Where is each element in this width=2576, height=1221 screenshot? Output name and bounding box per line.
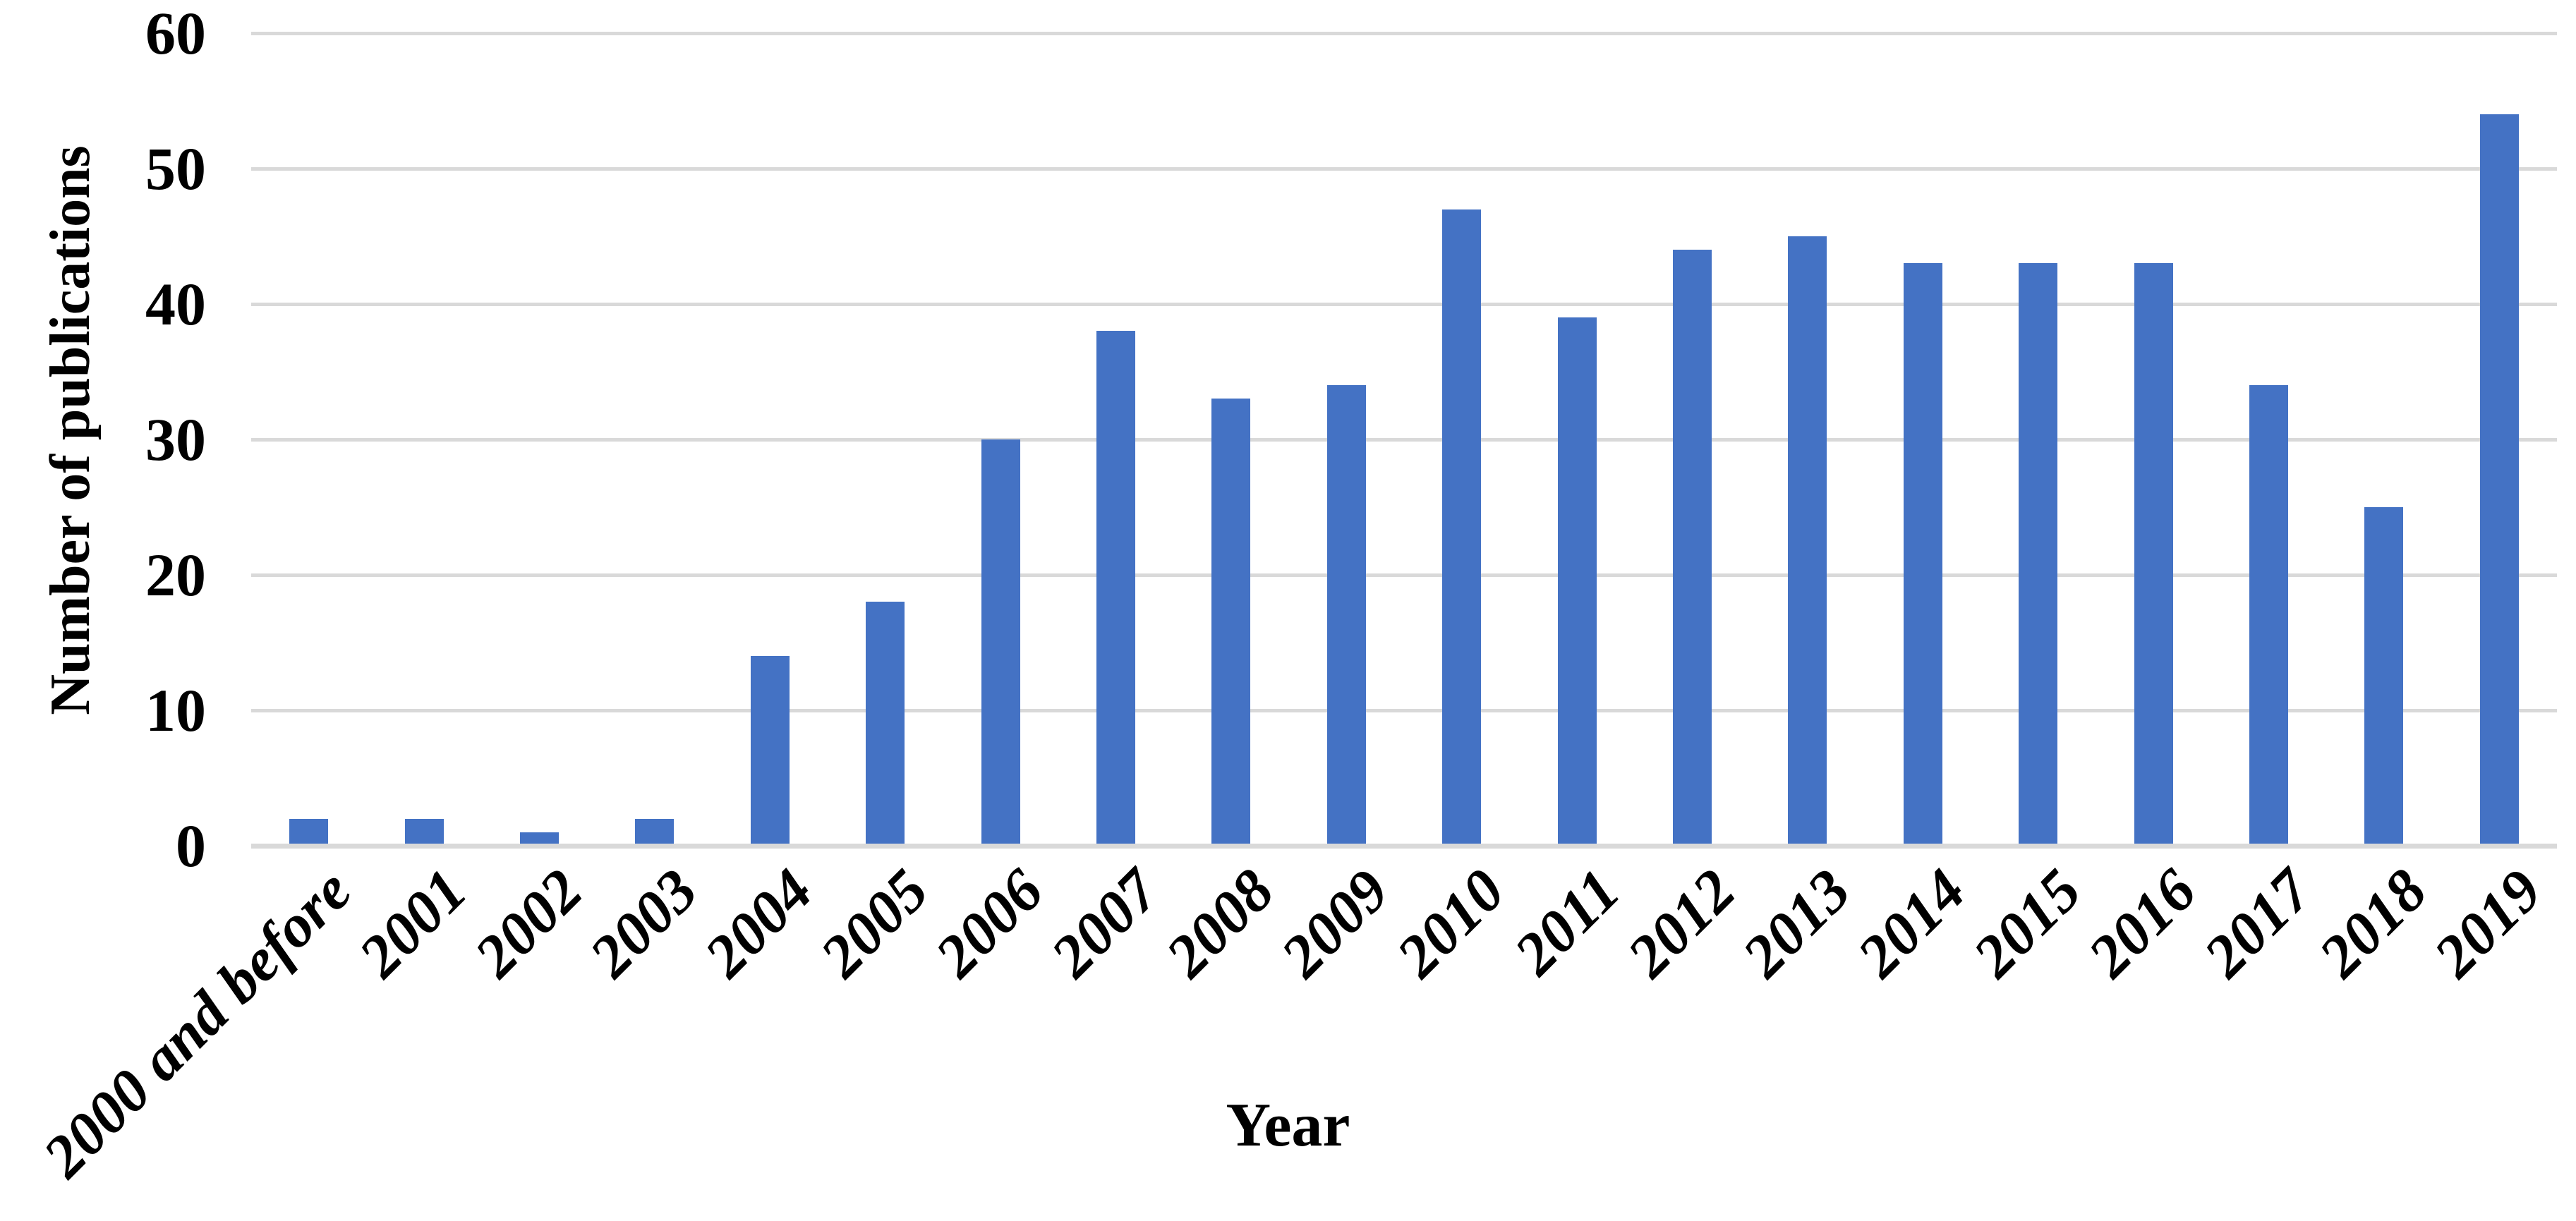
bar-2019: [2479, 114, 2519, 846]
bar-2010: [1442, 209, 1482, 846]
x-axis-line: [251, 844, 2557, 849]
bar-2006: [981, 439, 1020, 846]
x-tick-label-2002: 2002: [461, 856, 595, 990]
x-tick-label-2015: 2015: [1959, 856, 2094, 990]
bar-2004: [750, 656, 790, 846]
bar-2018: [2364, 507, 2404, 846]
bar-2015: [2019, 263, 2058, 846]
bar-2016: [2134, 263, 2173, 846]
bar-2005: [866, 602, 905, 846]
bar-2017: [2249, 385, 2288, 846]
x-tick-label-2001: 2001: [346, 856, 480, 990]
y-tick-label-10: 10: [145, 676, 206, 744]
bar-2008: [1211, 399, 1251, 846]
plot-area: [251, 32, 2557, 849]
bar-2013: [1788, 236, 1827, 846]
x-tick-label-2014: 2014: [1844, 856, 1978, 990]
bar-2001: [404, 818, 444, 846]
x-tick-label-2017: 2017: [2190, 856, 2325, 990]
gridline-10: [251, 709, 2557, 712]
gridline-50: [251, 167, 2557, 171]
bar-2009: [1326, 385, 1366, 846]
x-tick-label-2011: 2011: [1501, 856, 1633, 988]
x-tick-label-2003: 2003: [576, 856, 710, 990]
y-tick-label-0: 0: [176, 812, 206, 880]
y-tick-label-40: 40: [145, 270, 206, 338]
x-tick-label-2018: 2018: [2305, 856, 2440, 990]
x-tick-label-2004: 2004: [691, 856, 826, 990]
bar-2011: [1557, 317, 1597, 846]
gridline-30: [251, 438, 2557, 442]
x-tick-label-2013: 2013: [1729, 856, 1863, 990]
x-tick-label-2010: 2010: [1383, 856, 1518, 990]
x-tick-label-2008: 2008: [1152, 856, 1287, 990]
x-tick-label-2009: 2009: [1268, 856, 1402, 990]
bar-2007: [1096, 331, 1135, 846]
bar-2012: [1673, 250, 1712, 846]
x-tick-label-2016: 2016: [2075, 856, 2209, 990]
gridline-40: [251, 303, 2557, 306]
x-tick-label-2006: 2006: [922, 856, 1056, 990]
y-tick-label-60: 60: [145, 0, 206, 67]
x-tick-label-2007: 2007: [1037, 856, 1172, 990]
x-tick-label-2019: 2019: [2421, 856, 2555, 990]
bar-2003: [635, 818, 675, 846]
gridline-20: [251, 573, 2557, 577]
bar-2014: [1903, 263, 1942, 846]
gridline-60: [251, 32, 2557, 35]
y-tick-label-30: 30: [145, 406, 206, 473]
y-tick-label-20: 20: [145, 541, 206, 609]
x-axis-title: Year: [1226, 1091, 1350, 1160]
y-tick-label-50: 50: [145, 135, 206, 202]
bar-2002: [520, 832, 559, 846]
bar-2000-and-before: [289, 818, 329, 846]
x-tick-label-2012: 2012: [1614, 856, 1748, 990]
x-tick-label-2005: 2005: [806, 856, 941, 990]
